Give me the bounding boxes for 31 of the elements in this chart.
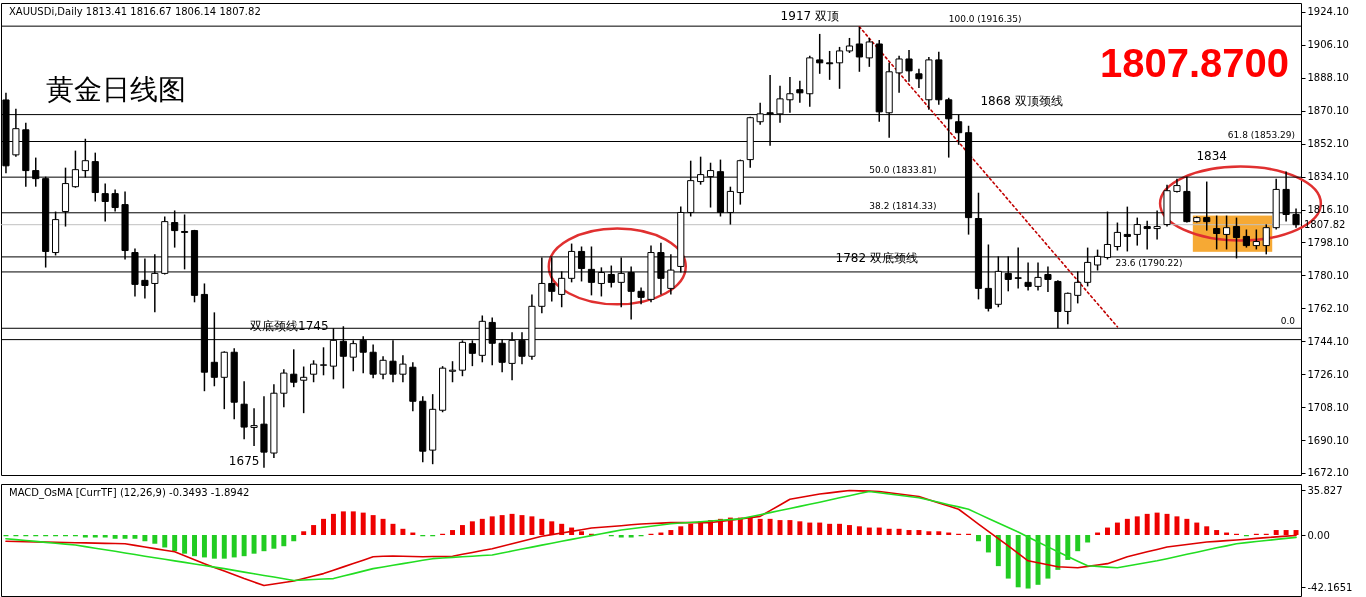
y-tick-label: 1672.10 <box>1307 467 1349 479</box>
annotation: 1917 双顶 <box>780 8 839 23</box>
ref-line-label: 50.0 (1833.81) <box>869 165 937 176</box>
y-tick-label: 1690.10 <box>1307 434 1349 446</box>
y-tick-label: 35.827 <box>1307 484 1343 496</box>
annotation: 1675 <box>228 453 260 468</box>
annotation: 1834 <box>1196 148 1227 163</box>
text: 黄金日线图 <box>46 73 186 106</box>
ref-line-label: 23.6 (1790.22) <box>1115 257 1183 268</box>
y-tick-label: 1762.10 <box>1307 302 1349 314</box>
chart-subtitle: XAUUSDi,Daily 1813.41 1816.67 1806.14 1807.82 <box>9 6 261 17</box>
y-tick-label: 0.00 <box>1307 529 1330 541</box>
y-tick-label: 1888.10 <box>1307 72 1349 84</box>
ref-line-label: 38.2 (1814.33) <box>869 200 937 211</box>
annotation: 0.0 <box>1280 316 1296 327</box>
chart-title: MACD_OsMA [CurrTF] (12,26,9) -0.3493 -1.8942 <box>9 487 250 499</box>
y-tick-label: 1870.10 <box>1307 105 1349 117</box>
y-tick-label: 1852.10 <box>1307 138 1349 150</box>
y-tick-label: 1834.10 <box>1307 171 1349 183</box>
ref-line-label: 1868 双顶颈线 <box>980 93 1063 108</box>
y-tick-label: 1708.10 <box>1307 401 1349 413</box>
ref-line-label: 100.0 (1916.35) <box>948 14 1022 25</box>
y-tick-label: 1906.10 <box>1307 39 1349 51</box>
y-tick-label: 1924.10 <box>1307 6 1349 18</box>
ref-line-label: 61.8 (1853.29) <box>1227 129 1295 140</box>
y-tick-label: 1798.10 <box>1307 236 1349 248</box>
y-tick-label: 1744.10 <box>1307 335 1349 347</box>
y-tick-label: 1780.10 <box>1307 269 1349 281</box>
y-tick-label: -42.1651 <box>1307 581 1353 593</box>
annotation: 1807.8700 <box>1099 41 1289 85</box>
y-tick-label: 1726.10 <box>1307 368 1349 380</box>
